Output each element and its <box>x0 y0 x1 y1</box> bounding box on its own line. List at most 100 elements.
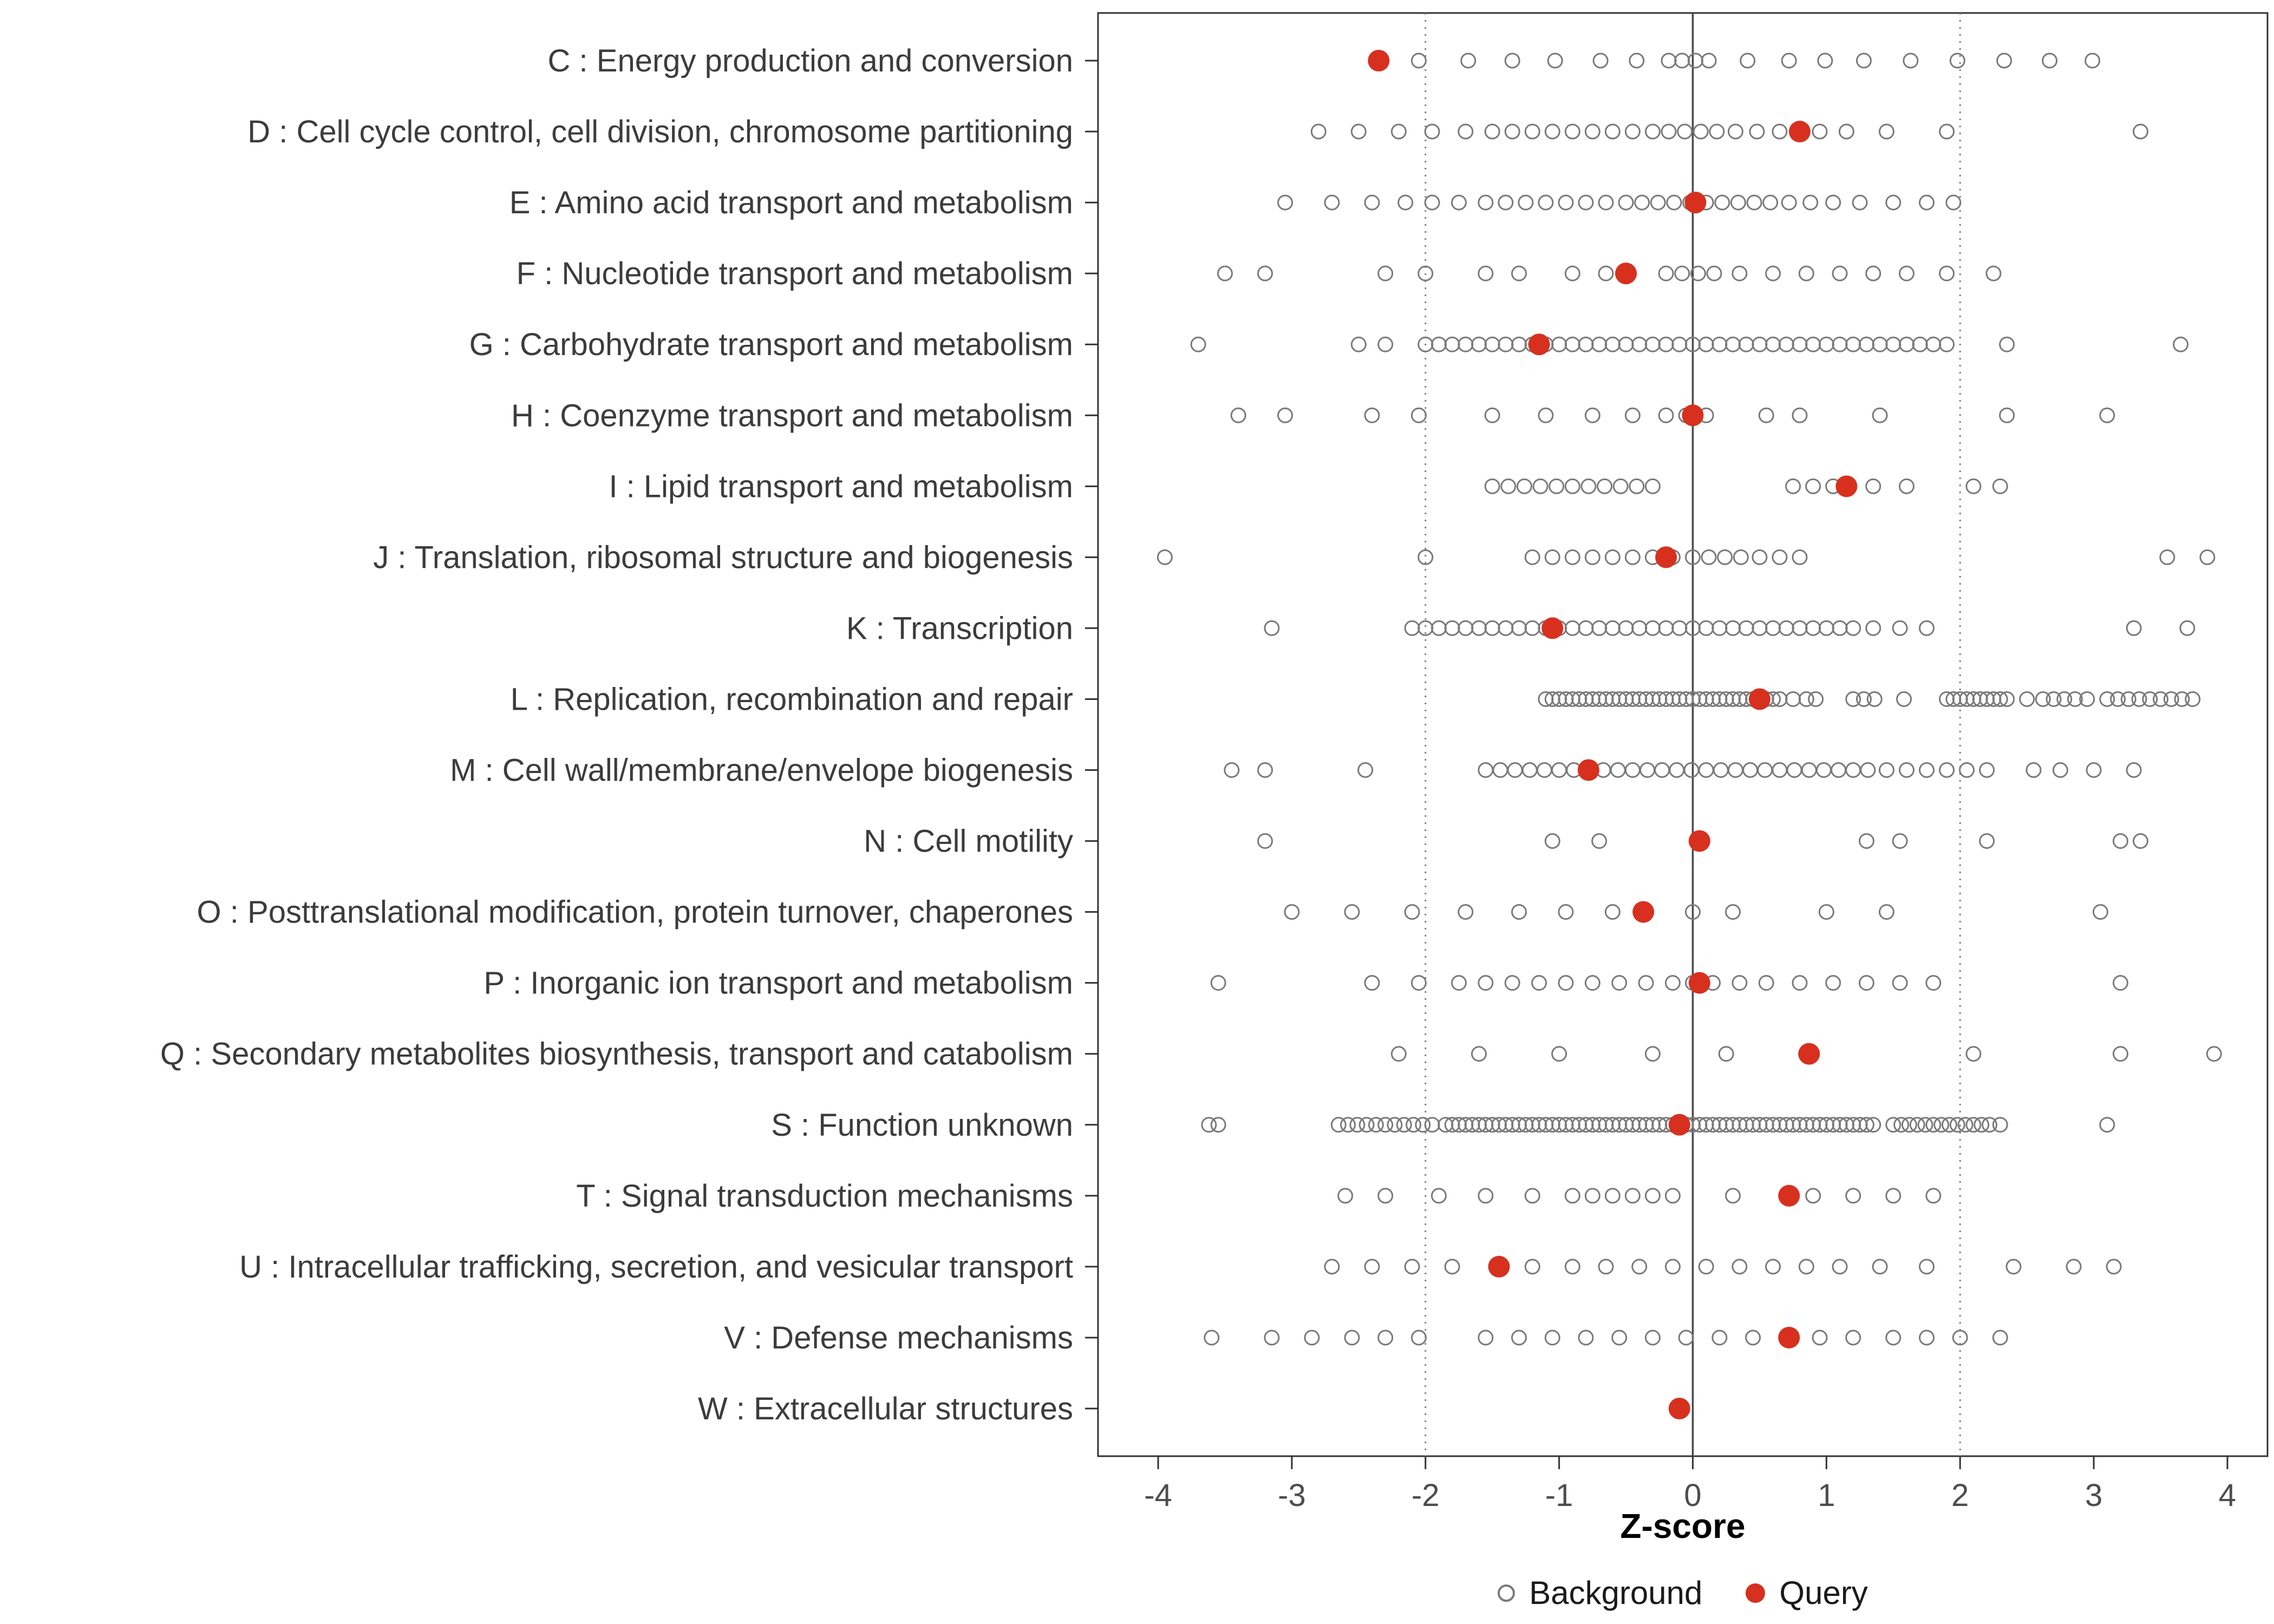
background-point <box>1939 265 1955 281</box>
legend-label-background: Background <box>1529 1575 1703 1611</box>
background-point <box>1999 336 2015 352</box>
background-point <box>1901 1117 1917 1133</box>
background-point <box>1444 1259 1460 1275</box>
background-point <box>1618 194 1634 211</box>
background-point <box>1731 265 1748 281</box>
background-point <box>1598 1259 1614 1275</box>
background-point <box>1725 904 1741 920</box>
background-point <box>1564 1188 1580 1204</box>
background-point <box>1718 1046 1734 1062</box>
background-point <box>1999 407 2015 423</box>
background-point <box>1484 407 1500 423</box>
background-point <box>1598 265 1614 281</box>
background-point <box>1344 1330 1360 1346</box>
background-point <box>1504 53 1520 69</box>
background-point <box>1661 123 1677 140</box>
category-label: L : Replication, recombination and repai… <box>511 682 1073 717</box>
background-point <box>1592 53 1609 69</box>
background-point <box>1733 549 1749 565</box>
query-point <box>1688 972 1710 994</box>
background-point <box>1805 478 1821 494</box>
background-point <box>1406 1117 1422 1133</box>
background-point <box>1772 123 1788 140</box>
x-tick-label: -3 <box>1278 1478 1306 1513</box>
x-tick-label: 4 <box>2219 1478 2236 1513</box>
background-point <box>1855 691 1872 707</box>
background-point <box>1845 620 1861 636</box>
background-point <box>1731 1259 1748 1275</box>
category-label: F : Nucleotide transport and metabolism <box>517 256 1073 291</box>
background-point <box>2067 691 2083 707</box>
background-point <box>1919 1259 1935 1275</box>
background-point <box>1516 478 1532 494</box>
background-point <box>2084 53 2101 69</box>
background-point <box>1817 53 1833 69</box>
background-point <box>1701 53 1717 69</box>
background-point <box>1996 53 2012 69</box>
x-tick-label: -1 <box>1545 1478 1573 1513</box>
background-point <box>1892 620 1908 636</box>
background-point <box>1538 194 1554 211</box>
background-point <box>1885 1330 1901 1346</box>
background-point <box>1939 336 1955 352</box>
background-point <box>1982 1117 1998 1133</box>
background-point <box>1604 549 1620 565</box>
background-point <box>1933 1117 1950 1133</box>
background-point <box>1898 762 1914 778</box>
query-point <box>1632 901 1655 923</box>
query-point <box>1682 404 1704 427</box>
background-point <box>1772 549 1788 565</box>
background-point <box>1812 1330 1828 1346</box>
background-point <box>1666 194 1682 211</box>
background-point <box>1350 123 1367 140</box>
background-point <box>1959 762 1975 778</box>
background-point <box>2035 691 2051 707</box>
background-point <box>1584 123 1600 140</box>
legend-item-background: Background <box>1498 1574 1702 1612</box>
background-point <box>2025 762 2042 778</box>
background-point <box>1798 265 1814 281</box>
background-point <box>1865 265 1881 281</box>
category-label: E : Amino acid transport and metabolism <box>509 185 1073 220</box>
background-point <box>1284 904 1300 920</box>
category-label: H : Coenzyme transport and metabolism <box>511 398 1073 433</box>
background-point <box>1885 194 1901 211</box>
query-point <box>1684 192 1707 214</box>
background-point <box>1792 975 1808 991</box>
background-point <box>1350 336 1367 352</box>
background-point <box>1845 691 1861 707</box>
background-point <box>2106 1259 2122 1275</box>
background-point <box>1377 336 1394 352</box>
background-point <box>2132 123 2148 140</box>
background-point <box>1685 904 1701 920</box>
background-point <box>1310 123 1327 140</box>
background-point <box>1706 265 1722 281</box>
background-point <box>1838 123 1854 140</box>
background-point <box>1504 975 1520 991</box>
background-point <box>1892 975 1908 991</box>
background-point <box>1852 194 1868 211</box>
background-point <box>1511 265 1527 281</box>
background-point <box>2131 691 2147 707</box>
background-point <box>1524 1259 1540 1275</box>
background-point <box>1664 975 1681 991</box>
background-point <box>1417 549 1434 565</box>
background-point <box>1832 265 1848 281</box>
background-point <box>2112 833 2128 849</box>
background-point <box>1714 194 1730 211</box>
background-point <box>1945 194 1962 211</box>
background-point <box>2120 691 2136 707</box>
x-axis-title: Z-score <box>1620 1507 1746 1546</box>
background-point <box>1368 1117 1384 1133</box>
background-point <box>2099 1117 2115 1133</box>
background-point <box>1564 265 1580 281</box>
background-point <box>1638 975 1654 991</box>
category-label: P : Inorganic ion transport and metaboli… <box>483 966 1073 1001</box>
background-point <box>1749 123 1765 140</box>
background-point <box>1404 1259 1420 1275</box>
background-point <box>1919 620 1935 636</box>
background-point <box>1478 265 1494 281</box>
background-point <box>1979 762 1995 778</box>
background-point <box>2174 691 2190 707</box>
background-point <box>1629 53 1645 69</box>
